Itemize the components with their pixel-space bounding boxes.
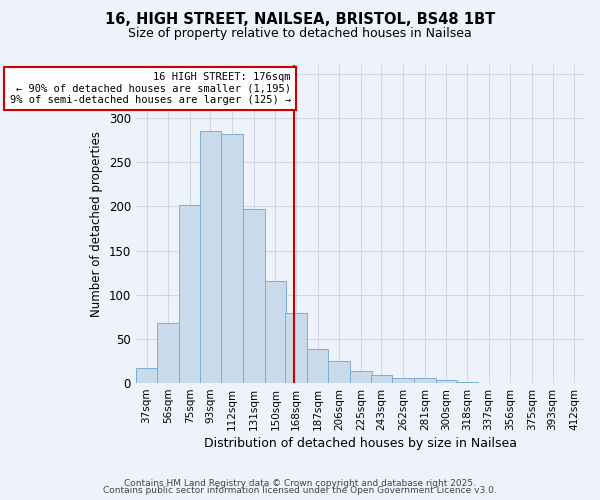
Bar xyxy=(157,323,179,383)
Bar xyxy=(414,378,436,383)
Text: Contains HM Land Registry data © Crown copyright and database right 2025.: Contains HM Land Registry data © Crown c… xyxy=(124,478,476,488)
Bar xyxy=(371,375,392,383)
Text: 16, HIGH STREET, NAILSEA, BRISTOL, BS48 1BT: 16, HIGH STREET, NAILSEA, BRISTOL, BS48 … xyxy=(105,12,495,28)
Y-axis label: Number of detached properties: Number of detached properties xyxy=(90,131,103,317)
Bar xyxy=(392,378,414,383)
X-axis label: Distribution of detached houses by size in Nailsea: Distribution of detached houses by size … xyxy=(204,437,517,450)
Text: Contains public sector information licensed under the Open Government Licence v3: Contains public sector information licen… xyxy=(103,486,497,495)
Bar xyxy=(136,368,157,383)
Bar xyxy=(285,314,307,383)
Text: 16 HIGH STREET: 176sqm
← 90% of detached houses are smaller (1,195)
9% of semi-d: 16 HIGH STREET: 176sqm ← 90% of detached… xyxy=(10,72,291,106)
Bar xyxy=(350,370,372,383)
Bar xyxy=(265,282,286,383)
Text: Size of property relative to detached houses in Nailsea: Size of property relative to detached ho… xyxy=(128,28,472,40)
Bar xyxy=(307,348,328,383)
Bar xyxy=(436,380,457,383)
Bar xyxy=(179,206,201,383)
Bar xyxy=(221,134,243,383)
Bar xyxy=(243,209,265,383)
Bar xyxy=(200,132,221,383)
Bar xyxy=(328,361,350,383)
Bar xyxy=(456,382,478,383)
